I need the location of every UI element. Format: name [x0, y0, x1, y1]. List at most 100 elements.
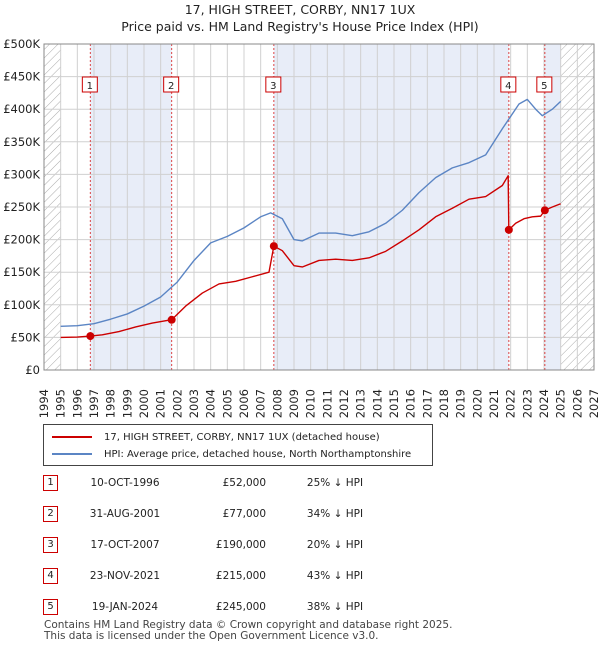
- x-tick-label: 2025: [554, 389, 568, 418]
- sale-label-box: [536, 76, 553, 93]
- sale-number: 5: [43, 599, 58, 615]
- y-tick-label: £250K: [3, 200, 40, 214]
- sale-date: 19-JAN-2024: [91, 601, 159, 613]
- plot-border: [43, 43, 595, 371]
- x-tick-label: 2001: [154, 389, 168, 418]
- x-tick-label: 2006: [237, 389, 251, 418]
- sale-number: 3: [43, 537, 58, 553]
- x-tick-label: 2020: [470, 389, 484, 418]
- sale-price: £77,000: [222, 508, 266, 520]
- sale-price: £245,000: [215, 601, 266, 613]
- sale-price: £215,000: [215, 570, 266, 582]
- x-tick-label: 2007: [254, 389, 268, 418]
- x-tick-label: 2022: [504, 389, 518, 418]
- sale-label-number: 5: [541, 81, 547, 92]
- y-tick-label: £150K: [3, 265, 40, 279]
- x-tick-label: 2008: [270, 389, 284, 418]
- legend-item-price: 17, HIGH STREET, CORBY, NN17 1UX (detach…: [52, 429, 380, 445]
- sale-marker: [86, 332, 95, 341]
- sale-marker: [269, 242, 278, 251]
- sale-label-number: 3: [270, 81, 276, 92]
- x-tick-label: 2004: [204, 389, 218, 418]
- y-tick-label: £50K: [11, 330, 41, 344]
- sale-hpi-diff: 34% ↓ HPI: [306, 508, 364, 520]
- sale-number: 2: [43, 506, 58, 522]
- x-tick-label: 1998: [104, 389, 118, 418]
- price-paid-line: [60, 175, 561, 339]
- table-row: 2 31-AUG-2001 £77,000 34% ↓ HPI: [0, 503, 600, 523]
- y-tick-label: £350K: [3, 135, 40, 149]
- legend-swatch-hpi: [52, 453, 92, 455]
- sale-date: 23-NOV-2021: [89, 570, 161, 582]
- footer-copyright: Contains HM Land Registry data © Crown c…: [44, 619, 453, 631]
- sale-hpi-diff: 38% ↓ HPI: [306, 601, 364, 613]
- x-tick-label: 2000: [137, 389, 151, 418]
- sale-date: 17-OCT-2007: [90, 539, 160, 551]
- x-tick-label: 2013: [354, 389, 368, 418]
- sale-marker: [504, 225, 513, 234]
- price-chart: 1 2 3 4 5 £0 £50K £100K £150K £200K £250K £300K £35…: [3, 37, 600, 418]
- x-tick-label: 2010: [304, 389, 318, 418]
- sale-label-box: [500, 76, 517, 93]
- table-row: 4 23-NOV-2021 £215,000 43% ↓ HPI: [0, 565, 600, 585]
- x-tick-label: 2021: [487, 389, 501, 418]
- chart-title: 17, HIGH STREET, CORBY, NN17 1UX: [184, 2, 416, 17]
- y-tick-label: £0: [25, 363, 40, 377]
- x-tick-label: 2017: [420, 389, 434, 418]
- y-tick-label: £400K: [3, 102, 40, 116]
- y-tick-label: £100K: [3, 298, 40, 312]
- x-tick-label: 2016: [404, 389, 418, 418]
- sale-number: 4: [43, 568, 58, 584]
- sale-date: 10-OCT-1996: [90, 477, 160, 489]
- legend-swatch-price: [52, 436, 92, 438]
- x-tick-label: 2005: [220, 389, 234, 418]
- chart-subtitle: Price paid vs. HM Land Registry's House …: [121, 19, 479, 34]
- x-tick-label: 2012: [337, 389, 351, 418]
- x-tick-label: 1996: [70, 389, 84, 418]
- legend: 17, HIGH STREET, CORBY, NN17 1UX (detach…: [43, 424, 433, 466]
- hpi-line: [60, 98, 562, 328]
- sale-label-box: [265, 76, 282, 93]
- x-tick-label: 1999: [120, 389, 134, 418]
- y-tick-label: £450K: [3, 70, 40, 84]
- x-tick-label: 2024: [537, 389, 551, 418]
- x-tick-label: 2026: [570, 389, 584, 418]
- legend-item-hpi: HPI: Average price, detached house, Nort…: [52, 446, 411, 462]
- x-tick-label: 2027: [587, 389, 600, 418]
- sale-hpi-diff: 43% ↓ HPI: [306, 570, 364, 582]
- x-tick-label: 1997: [87, 389, 101, 418]
- legend-label-price: 17, HIGH STREET, CORBY, NN17 1UX (detach…: [104, 431, 380, 443]
- x-tick-label: 2003: [187, 389, 201, 418]
- sale-marker: [167, 315, 176, 324]
- x-tick-label: 1995: [54, 389, 68, 418]
- x-tick-label: 2023: [520, 389, 534, 418]
- sale-label-number: 2: [168, 81, 174, 92]
- legend-label-hpi: HPI: Average price, detached house, Nort…: [104, 448, 412, 460]
- x-tick-label: 2009: [287, 389, 301, 418]
- x-tick-label: 2018: [437, 389, 451, 418]
- x-tick-label: 2014: [370, 389, 384, 418]
- x-tick-label: 1994: [37, 389, 51, 418]
- x-tick-label: 2015: [387, 389, 401, 418]
- sale-date: 31-AUG-2001: [89, 508, 161, 520]
- sale-hpi-diff: 25% ↓ HPI: [306, 477, 364, 489]
- table-row: 1 10-OCT-1996 £52,000 25% ↓ HPI: [0, 472, 600, 492]
- sale-marker: [540, 206, 549, 215]
- x-tick-label: 2011: [320, 389, 334, 418]
- y-tick-label: £200K: [3, 233, 40, 247]
- y-tick-label: £500K: [3, 37, 40, 51]
- sale-hpi-diff: 20% ↓ HPI: [306, 539, 364, 551]
- sale-number: 1: [43, 475, 58, 491]
- footer-licence: This data is licensed under the Open Gov…: [44, 630, 379, 642]
- x-tick-label: 2019: [454, 389, 468, 418]
- sale-price: £190,000: [215, 539, 266, 551]
- sale-label-box: [163, 76, 180, 93]
- y-tick-label: £300K: [3, 167, 40, 181]
- sale-label-number: 4: [505, 81, 511, 92]
- table-row: 5 19-JAN-2024 £245,000 38% ↓ HPI: [0, 596, 600, 616]
- table-row: 3 17-OCT-2007 £190,000 20% ↓ HPI: [0, 534, 600, 554]
- sale-label-number: 1: [87, 81, 93, 92]
- sale-price: £52,000: [222, 477, 266, 489]
- sale-label-box: [81, 76, 98, 93]
- x-tick-label: 2002: [170, 389, 184, 418]
